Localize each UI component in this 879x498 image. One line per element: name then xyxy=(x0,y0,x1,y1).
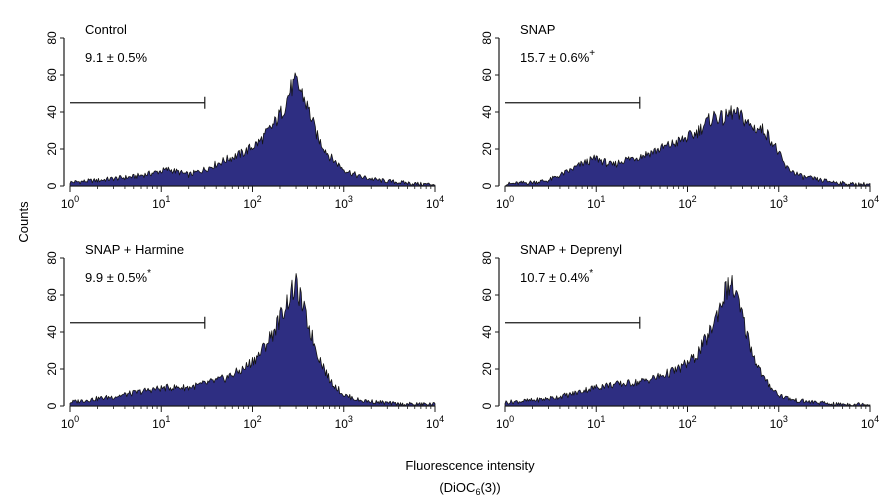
x-axis-dye-label: (DiOC6(3)) xyxy=(439,480,500,497)
histogram-area xyxy=(504,275,871,407)
panel-stat: 10.7 ± 0.4%* xyxy=(520,268,593,285)
y-tick-label: 60 xyxy=(480,288,494,302)
x-tick-label: 104 xyxy=(861,194,879,211)
x-tick-label: 100 xyxy=(496,194,514,211)
x-tick-label: 101 xyxy=(152,414,170,431)
histogram-panel: 0 20 40 60 80 100 101 102 103 104 SNAP 15.7 ± 0.6%+ xyxy=(480,22,879,211)
panel-label: SNAP + Harmine xyxy=(85,242,184,257)
x-tick-label: 101 xyxy=(587,194,605,211)
y-tick-label: 80 xyxy=(480,31,494,45)
histogram-panel: 0 20 40 60 80 100 101 102 103 104 SNAP + Harmine 9.… xyxy=(45,242,444,431)
x-tick-label: 102 xyxy=(243,414,261,431)
y-tick-label: 80 xyxy=(45,251,59,265)
histogram-area xyxy=(504,105,871,187)
y-tick-label: 40 xyxy=(480,325,494,339)
y-tick-label: 20 xyxy=(480,142,494,156)
panel-label: Control xyxy=(85,22,127,37)
y-tick-label: 40 xyxy=(480,105,494,119)
histogram-panel: 0 20 40 60 80 100 101 102 103 104 Control 9.1 ± 0.5… xyxy=(45,22,444,211)
panel-label: SNAP + Deprenyl xyxy=(520,242,622,257)
y-tick-label: 80 xyxy=(45,31,59,45)
y-tick-label: 0 xyxy=(480,182,494,189)
y-tick-label: 0 xyxy=(480,402,494,409)
y-tick-label: 20 xyxy=(480,362,494,376)
x-tick-label: 101 xyxy=(587,414,605,431)
histogram-panel: 0 20 40 60 80 100 101 102 103 104 SNAP + Deprenyl 1… xyxy=(480,242,879,431)
y-tick-label: 40 xyxy=(45,325,59,339)
panel-label: SNAP xyxy=(520,22,555,37)
y-tick-label: 40 xyxy=(45,105,59,119)
x-tick-label: 102 xyxy=(678,194,696,211)
y-tick-label: 0 xyxy=(45,402,59,409)
x-axis-title: Fluorescence intensity xyxy=(405,458,535,473)
x-tick-label: 100 xyxy=(61,194,79,211)
x-tick-label: 100 xyxy=(496,414,514,431)
y-axis-title: Counts xyxy=(16,201,31,243)
y-tick-label: 80 xyxy=(480,251,494,265)
x-tick-label: 104 xyxy=(426,414,444,431)
histogram-area xyxy=(69,273,436,407)
panel-stat: 15.7 ± 0.6%+ xyxy=(520,48,595,65)
x-tick-label: 102 xyxy=(243,194,261,211)
x-tick-label: 103 xyxy=(770,414,788,431)
x-tick-label: 100 xyxy=(61,414,79,431)
x-tick-label: 104 xyxy=(426,194,444,211)
y-tick-label: 60 xyxy=(480,68,494,82)
y-tick-label: 20 xyxy=(45,362,59,376)
y-tick-label: 20 xyxy=(45,142,59,156)
x-tick-label: 103 xyxy=(335,194,353,211)
histogram-area xyxy=(69,72,436,187)
x-tick-label: 103 xyxy=(770,194,788,211)
y-tick-label: 60 xyxy=(45,288,59,302)
x-tick-label: 103 xyxy=(335,414,353,431)
y-tick-label: 0 xyxy=(45,182,59,189)
panel-stat: 9.1 ± 0.5% xyxy=(85,50,148,65)
x-tick-label: 101 xyxy=(152,194,170,211)
panel-stat: 9.9 ± 0.5%* xyxy=(85,268,151,285)
y-tick-label: 60 xyxy=(45,68,59,82)
x-tick-label: 104 xyxy=(861,414,879,431)
x-tick-label: 102 xyxy=(678,414,696,431)
